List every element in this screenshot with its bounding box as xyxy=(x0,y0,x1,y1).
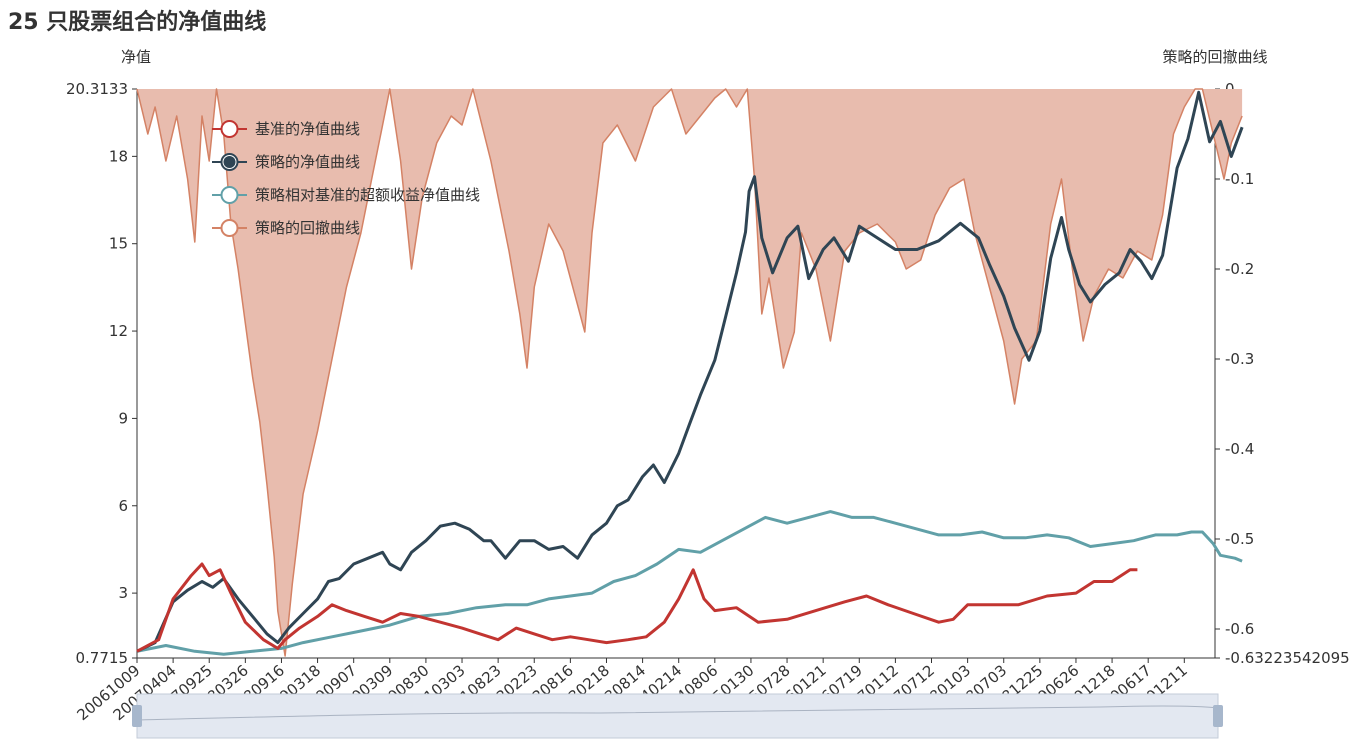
legend-marker xyxy=(220,120,239,138)
series-line-0[interactable] xyxy=(136,562,1138,653)
drawdown-area xyxy=(137,89,1243,656)
left-tick-label: 9 xyxy=(118,409,128,427)
left-tick-label: 12 xyxy=(109,322,128,340)
series-line-3[interactable] xyxy=(136,88,1243,657)
series-line-2[interactable] xyxy=(136,510,1243,656)
right-tick-label: -0.1 xyxy=(1225,170,1254,188)
left-axis-name: 净值 xyxy=(121,48,151,66)
legend-item[interactable]: 策略的净值曲线 xyxy=(212,153,360,171)
left-tick-label: 6 xyxy=(118,497,128,515)
left-tick-label: 20.3133 xyxy=(66,80,128,98)
left-tick-label: 18 xyxy=(109,147,128,165)
data-zoom-right-handle[interactable] xyxy=(1213,705,1223,727)
right-tick-label: -0.3 xyxy=(1225,350,1254,368)
legend-label: 策略的回撤曲线 xyxy=(255,219,360,237)
legend-marker-fill xyxy=(223,156,236,168)
legend-item[interactable]: 基准的净值曲线 xyxy=(212,120,360,138)
right-axis-name: 策略的回撤曲线 xyxy=(1162,48,1267,66)
legend-marker xyxy=(220,186,239,204)
data-zoom-slider[interactable] xyxy=(132,693,1223,739)
chart-title: 25 只股票组合的净值曲线 xyxy=(8,10,267,35)
legend-label: 策略的净值曲线 xyxy=(255,153,360,171)
left-tick-label: 0.7715 xyxy=(76,649,129,667)
series-line-1[interactable] xyxy=(136,90,1244,653)
data-zoom-left-handle[interactable] xyxy=(132,705,142,727)
right-tick-label: -0.2 xyxy=(1225,260,1254,278)
right-tick-label: -0.4 xyxy=(1225,440,1254,458)
legend-item[interactable]: 策略相对基准的超额收益净值曲线 xyxy=(212,186,480,204)
left-tick-label: 3 xyxy=(118,584,128,602)
right-tick-label: -0.6 xyxy=(1225,620,1254,638)
legend-label: 基准的净值曲线 xyxy=(255,120,360,138)
left-tick-label: 15 xyxy=(109,235,128,253)
legend-label: 策略相对基准的超额收益净值曲线 xyxy=(255,186,480,204)
legend-marker xyxy=(220,219,239,237)
right-tick-label: -0.632235420955 xyxy=(1225,649,1350,667)
right-tick-label: -0.5 xyxy=(1225,530,1254,548)
legend-item[interactable]: 策略的回撤曲线 xyxy=(212,219,360,237)
